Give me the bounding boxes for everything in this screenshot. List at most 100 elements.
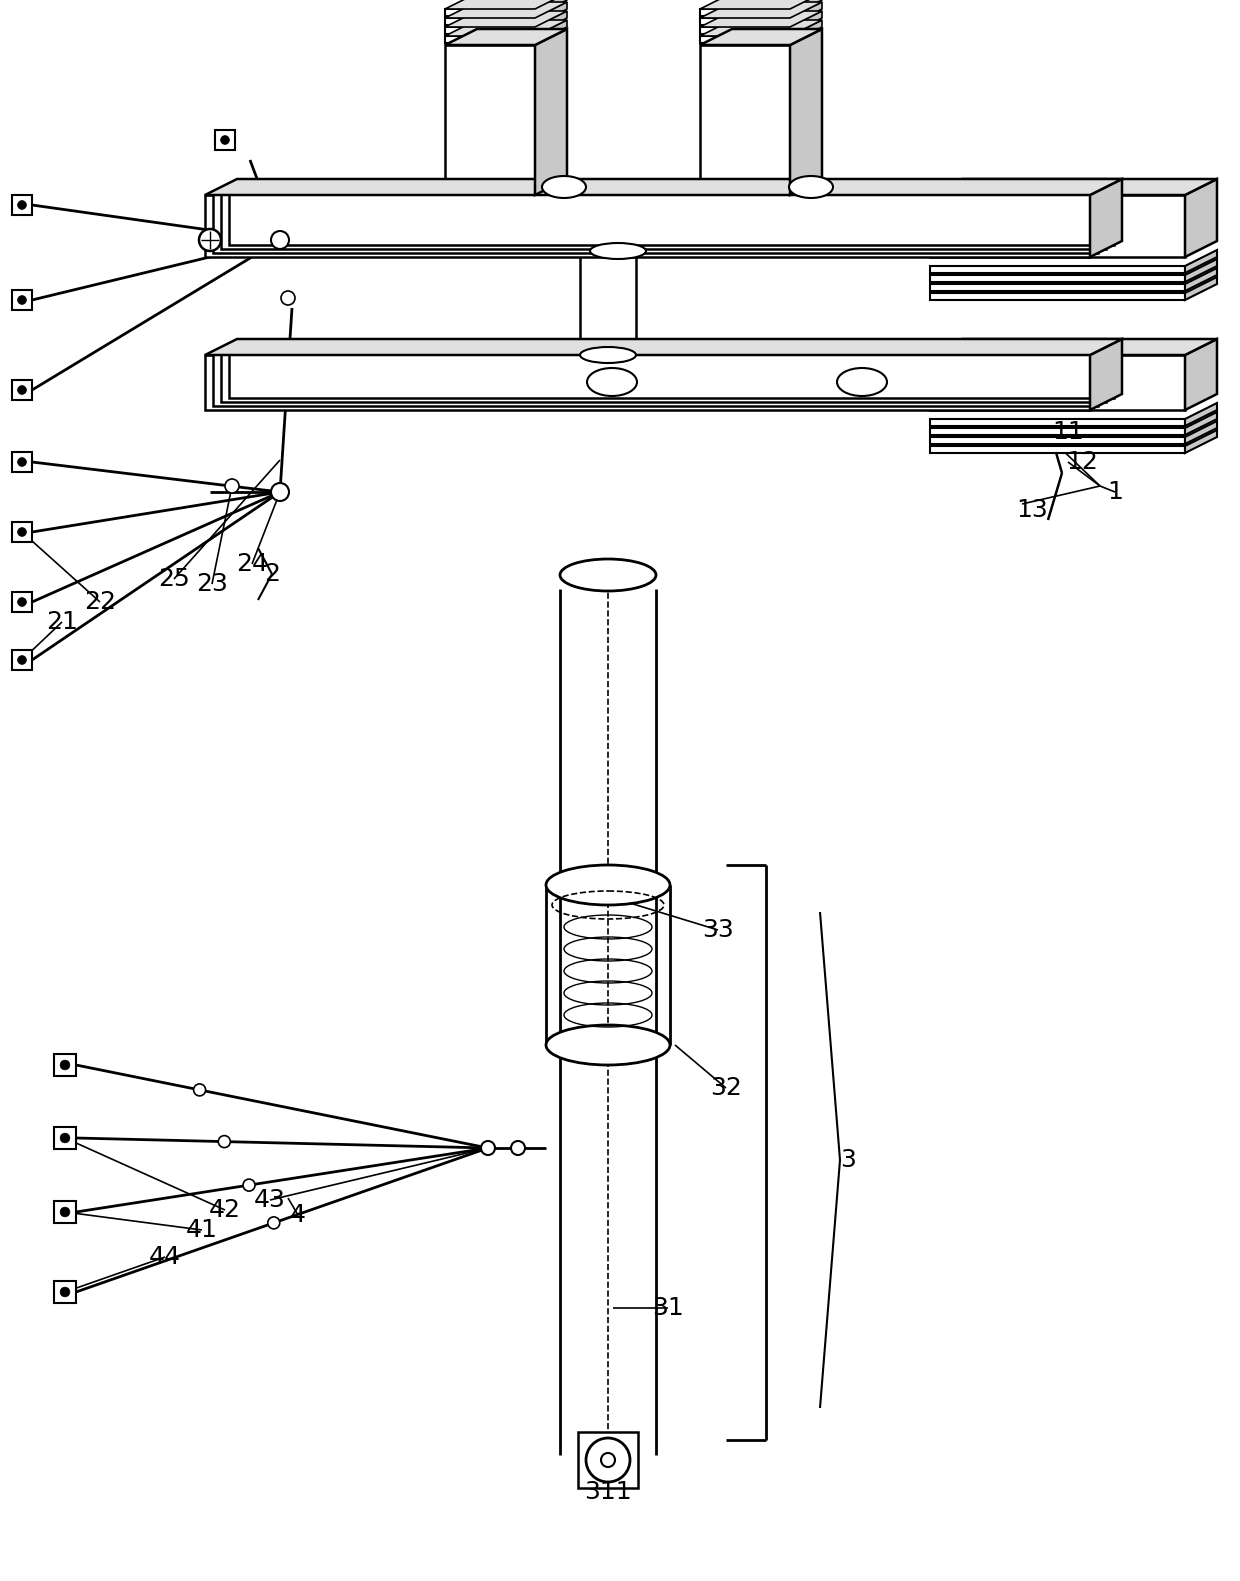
Polygon shape [930,292,1185,300]
Ellipse shape [546,865,670,904]
Polygon shape [229,343,1114,398]
Circle shape [221,136,229,144]
Polygon shape [445,11,567,27]
Polygon shape [205,179,1122,194]
Polygon shape [229,183,1114,245]
Circle shape [224,479,239,493]
Polygon shape [445,17,534,25]
Polygon shape [445,36,534,43]
Text: 44: 44 [149,1244,181,1270]
Polygon shape [1185,413,1216,435]
Circle shape [272,484,289,501]
Text: 43: 43 [254,1187,286,1213]
Circle shape [61,1061,69,1070]
Ellipse shape [580,346,636,364]
Polygon shape [213,351,1097,406]
Circle shape [17,201,26,209]
Circle shape [61,1134,69,1143]
Bar [12,591,32,612]
Polygon shape [930,419,1185,425]
Circle shape [17,296,26,305]
Polygon shape [701,44,790,194]
Circle shape [17,528,26,536]
Polygon shape [701,9,790,16]
Circle shape [218,1135,231,1148]
Bar [12,194,32,215]
Polygon shape [701,17,790,25]
Polygon shape [790,21,822,43]
Polygon shape [1090,179,1122,258]
Ellipse shape [590,243,646,259]
Bar [55,1281,76,1303]
Polygon shape [1185,421,1216,444]
Polygon shape [1185,179,1216,258]
Circle shape [198,229,221,251]
Polygon shape [534,28,567,194]
Text: 13: 13 [1016,498,1048,522]
Text: 32: 32 [711,1077,742,1100]
Ellipse shape [542,175,587,198]
Text: 22: 22 [84,590,117,613]
Bar [12,522,32,542]
Circle shape [17,457,26,466]
Text: 24: 24 [236,552,268,575]
Polygon shape [701,0,822,9]
Polygon shape [701,27,790,35]
Polygon shape [221,187,1106,248]
Bar [12,379,32,400]
Polygon shape [445,27,534,35]
Polygon shape [205,356,1090,409]
Bar [12,289,32,310]
Polygon shape [701,11,822,27]
Polygon shape [1185,250,1216,274]
Text: 42: 42 [210,1198,241,1222]
Text: 1: 1 [1107,481,1123,504]
Polygon shape [445,9,534,16]
Polygon shape [790,2,822,25]
Ellipse shape [546,1024,670,1066]
Ellipse shape [587,368,637,395]
Polygon shape [701,36,790,43]
Polygon shape [930,266,1185,274]
Polygon shape [790,28,822,194]
Ellipse shape [789,175,833,198]
Polygon shape [221,346,1106,402]
Text: 31: 31 [652,1296,684,1320]
Circle shape [17,386,26,394]
Text: 2: 2 [264,561,280,587]
Polygon shape [1185,269,1216,291]
Circle shape [587,1439,630,1481]
Circle shape [17,656,26,664]
Bar [55,1202,76,1224]
Text: 23: 23 [196,572,228,596]
Bar [12,452,32,473]
Text: 12: 12 [1066,451,1097,474]
Polygon shape [701,2,822,17]
Polygon shape [445,0,567,9]
Circle shape [193,1085,206,1096]
Polygon shape [930,356,1185,409]
Ellipse shape [560,560,656,591]
Polygon shape [213,191,1097,253]
Polygon shape [445,28,567,44]
Polygon shape [930,428,1185,435]
Text: 33: 33 [702,919,734,942]
Polygon shape [1185,277,1216,300]
Polygon shape [534,2,567,25]
Bar [215,130,236,150]
Circle shape [61,1208,69,1217]
Text: 21: 21 [46,610,78,634]
Polygon shape [930,194,1185,258]
Circle shape [268,1217,280,1228]
Bar [12,650,32,670]
Polygon shape [930,338,1216,356]
Polygon shape [205,194,1090,258]
Polygon shape [1185,338,1216,409]
Polygon shape [930,179,1216,194]
Polygon shape [445,21,567,36]
Polygon shape [1185,403,1216,425]
Polygon shape [930,436,1185,444]
Circle shape [17,598,26,607]
Polygon shape [930,275,1185,281]
Polygon shape [205,338,1122,356]
